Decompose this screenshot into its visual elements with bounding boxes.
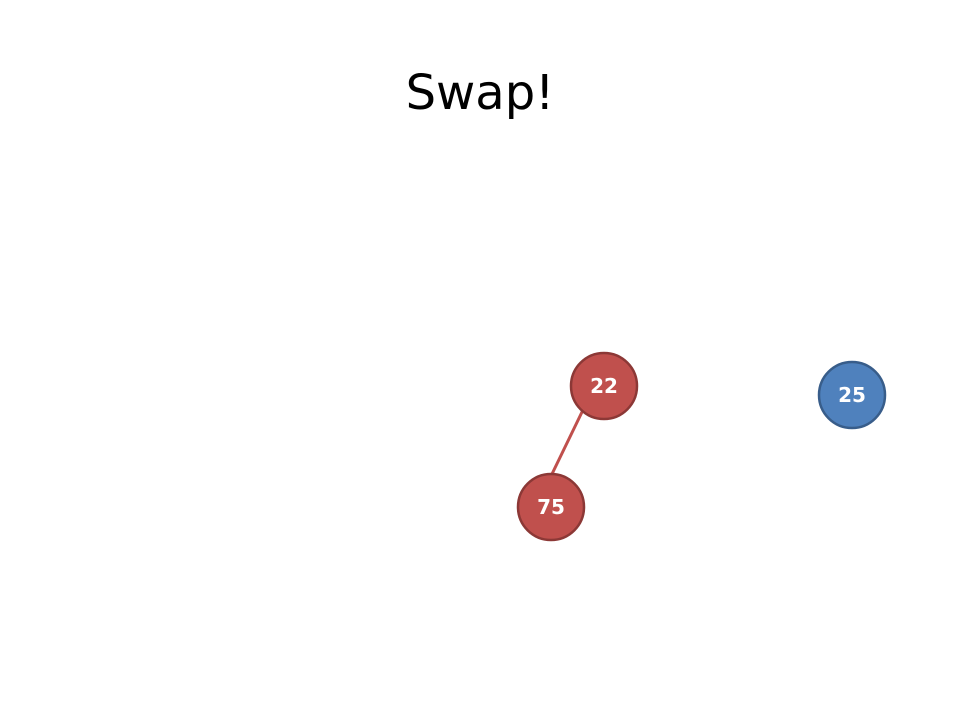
tree-node-75-label: 75: [537, 495, 565, 519]
tree-edge-22-75: [550, 410, 584, 476]
tree-node-25-label: 25: [838, 383, 866, 407]
tree-node-22-circle: [569, 351, 639, 421]
tree-node-75: 75: [516, 472, 586, 542]
tree-node-22-label: 22: [590, 374, 618, 398]
tree-node-25-circle: [817, 360, 887, 430]
tree-node-75-circle: [516, 472, 586, 542]
tree-node-25: 25: [817, 360, 887, 430]
tree-node-22: 22: [569, 351, 639, 421]
slide-title: Swap!: [405, 65, 555, 121]
